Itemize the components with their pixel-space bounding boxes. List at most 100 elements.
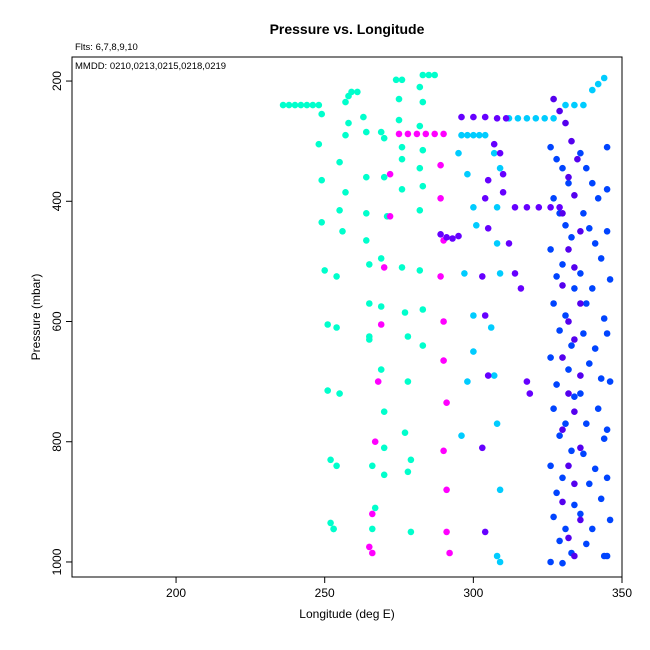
data-point [532, 115, 540, 122]
data-point [377, 128, 385, 136]
data-point [499, 170, 507, 178]
data-point [339, 228, 346, 235]
data-point [559, 261, 566, 268]
data-point [369, 549, 376, 557]
data-point [464, 378, 471, 385]
data-point [559, 474, 566, 482]
data-point [606, 378, 614, 385]
data-point [523, 204, 531, 211]
data-point [591, 345, 599, 352]
data-point [404, 333, 412, 340]
data-point [437, 273, 444, 280]
data-point [458, 113, 465, 121]
data-point [559, 210, 566, 217]
data-point [342, 98, 349, 106]
data-point [571, 393, 578, 401]
data-point [565, 179, 572, 187]
data-point [380, 444, 388, 452]
data-point [591, 465, 599, 473]
data-point [479, 444, 486, 452]
data-point [583, 540, 590, 548]
data-point [369, 462, 376, 470]
data-point [577, 270, 584, 277]
data-point [556, 107, 563, 115]
data-point [496, 164, 504, 172]
data-point [422, 130, 430, 138]
data-point [583, 420, 590, 428]
y-axis: 200 400 600 800 1000 [50, 71, 72, 575]
data-point [315, 140, 323, 148]
data-point [416, 164, 424, 172]
data-point [556, 204, 563, 211]
data-point [580, 210, 587, 217]
data-point [455, 232, 462, 240]
data-point [583, 300, 590, 307]
data-point [496, 486, 504, 494]
data-point [443, 486, 450, 494]
x-tick-label: 350 [612, 586, 632, 600]
data-point [493, 240, 501, 247]
data-point [547, 246, 554, 253]
data-point [496, 270, 504, 277]
data-point [363, 128, 370, 136]
data-point [571, 480, 578, 488]
data-point [470, 204, 477, 211]
data-point [327, 519, 334, 527]
data-point [565, 366, 572, 373]
data-point [559, 559, 566, 567]
data-point [550, 95, 557, 103]
fits-note: Flts: 6,7,8,9,10 [75, 42, 138, 53]
data-point [437, 161, 444, 169]
data-point [455, 149, 462, 157]
x-tick-label: 200 [166, 586, 186, 600]
data-point [577, 516, 584, 524]
data-point [568, 234, 575, 241]
data-point [419, 182, 427, 190]
x-axis: 200 250 300 350 [166, 577, 632, 600]
data-point [404, 468, 412, 476]
data-point [291, 101, 299, 109]
data-point [577, 149, 584, 157]
data-point [398, 76, 406, 84]
data-point [550, 405, 557, 413]
data-point [577, 510, 584, 518]
data-point [336, 207, 343, 214]
data-point [440, 318, 447, 325]
data-point [446, 549, 453, 557]
data-point [309, 101, 317, 109]
data-point [461, 270, 468, 277]
data-point [354, 88, 361, 96]
data-point [366, 261, 373, 268]
data-point [377, 303, 385, 310]
data-point [562, 119, 569, 127]
data-point [404, 130, 412, 138]
data-point [336, 158, 343, 166]
data-point [553, 381, 560, 388]
data-point [577, 390, 584, 397]
data-point [398, 143, 406, 151]
data-point [363, 210, 370, 217]
data-point [589, 86, 596, 94]
data-point [336, 390, 343, 397]
data-point [369, 510, 376, 518]
data-point [481, 131, 489, 139]
data-point [470, 348, 477, 355]
data-point [392, 76, 400, 84]
data-point [318, 219, 326, 226]
y-tick-label: 1000 [50, 548, 64, 575]
data-point [464, 170, 471, 178]
data-point [369, 525, 376, 533]
data-point [470, 312, 477, 319]
data-point [559, 426, 566, 434]
data-point [571, 336, 578, 343]
data-point [565, 462, 572, 470]
data-point [556, 537, 563, 545]
data-point [464, 131, 471, 139]
data-point [366, 300, 373, 307]
data-point [416, 83, 424, 91]
data-point [535, 204, 543, 211]
data-point [603, 330, 611, 337]
data-point [419, 71, 427, 79]
data-point [547, 462, 554, 470]
